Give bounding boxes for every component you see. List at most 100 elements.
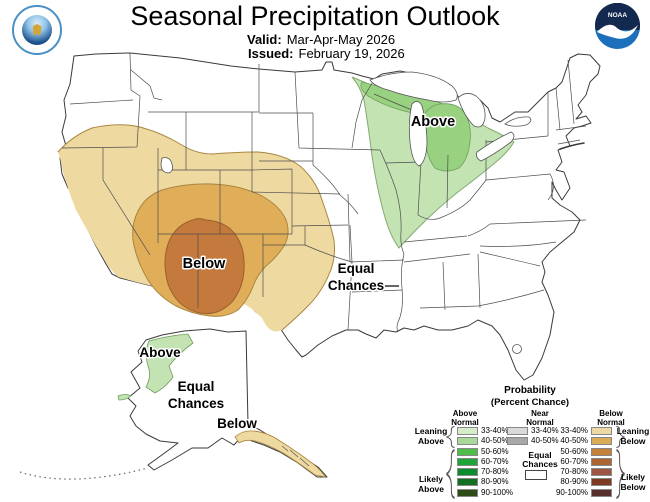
legend-row: 50-60%	[457, 446, 513, 456]
leaning-below-brace	[616, 426, 625, 448]
below-60-70-label: 60-70%	[560, 456, 588, 466]
legend-row: 90-100%	[457, 487, 514, 497]
below-80-90-label: 80-90%	[560, 477, 588, 487]
above-90-100-label: 90-100%	[481, 487, 514, 497]
leaning-above-line2: Above	[418, 435, 444, 446]
department-of-commerce-seal	[12, 5, 62, 55]
below-region-33-40-outline	[57, 124, 335, 331]
below-40-50-swatch	[591, 437, 612, 446]
below-70-80-swatch	[591, 468, 612, 477]
leaning-above-brace	[446, 426, 455, 448]
above-50-60-label: 50-60%	[481, 446, 509, 456]
likely-above-line2: Above	[418, 483, 444, 494]
legend-title-line2: (Percent Chance)	[490, 397, 570, 408]
near-header-line2: Normal	[526, 417, 554, 427]
likely-below-brace	[616, 449, 625, 499]
likely-below-label: Likely Below	[610, 472, 650, 492]
legend-row: 50-60%	[554, 446, 612, 456]
below-50-60-swatch	[591, 447, 612, 456]
legend-row: 40-50%	[457, 436, 513, 446]
great-lakes	[160, 71, 532, 354]
legend-col-below-header: Below Normal	[586, 409, 636, 427]
alaska-above-region	[145, 333, 194, 394]
legend-row: 33-40%	[507, 427, 559, 435]
legend-title-line1: Probability	[504, 385, 556, 396]
above-header-line1: Above	[452, 409, 478, 418]
svg-text:NOAA: NOAA	[608, 12, 627, 19]
legend-row: 60-70%	[457, 457, 513, 466]
alaska-st-lawrence-island	[117, 394, 132, 401]
below-33-40-swatch	[591, 427, 612, 435]
legend-above-column: 33-40% 40-50% 50-60% 60-70% 70-80% 80-90…	[457, 427, 513, 497]
below-header-line1: Below	[599, 409, 623, 418]
likely-below-line2: Below	[620, 481, 646, 492]
page-title: Seasonal Precipitation Outlook	[130, 1, 500, 31]
equal-chances-line1: Equal	[528, 450, 552, 460]
below-region-40-50-outline	[132, 183, 289, 317]
alaska-below-label: Below	[217, 416, 257, 431]
leaning-below-line1: Leaning	[616, 426, 650, 436]
near-40-50-swatch	[507, 437, 528, 446]
above-60-70-swatch	[457, 457, 478, 466]
equal-chances-line2: Chances	[522, 459, 558, 469]
above-header-line2: Normal	[451, 417, 479, 427]
below-50-60-label: 50-60%	[560, 446, 588, 456]
legend-near-column: 33-40% 40-50%	[507, 427, 559, 446]
below-90-100-label: 90-100%	[555, 487, 588, 497]
below-80-90-swatch	[591, 478, 612, 487]
valid-label: Valid:	[247, 32, 282, 47]
below-33-40-label: 33-40%	[560, 426, 588, 435]
likely-below-line1: Likely	[620, 472, 646, 482]
long-island	[559, 142, 585, 150]
above-80-90-swatch	[457, 478, 478, 487]
above-70-80-label: 70-80%	[481, 467, 509, 477]
doc-seal-inner-disc	[22, 15, 52, 45]
below-60-70-swatch	[591, 457, 612, 466]
legend-row: 70-80%	[554, 467, 612, 477]
near-40-50-label: 40-50%	[531, 436, 559, 446]
legend-row: 40-50%	[554, 437, 612, 446]
likely-above-label: Likely Above	[408, 474, 454, 494]
alaska-above-label: Above	[139, 345, 181, 360]
conus-equal-label-line2: Chances	[328, 278, 384, 293]
leaning-below-label: Leaning Below	[610, 426, 650, 446]
legend-row: 70-80%	[457, 467, 513, 477]
alaska-aleutians	[19, 467, 149, 480]
issued-value: February 19, 2026	[298, 46, 405, 61]
noaa-seagull-icon	[597, 24, 638, 39]
above-40-50-swatch	[457, 437, 478, 446]
legend-equal-chances-label: Equal Chances	[515, 451, 565, 469]
legend-below-column: 33-40% 40-50% 50-60% 60-70% 70-80% 80-90…	[554, 427, 612, 497]
legend-row: 80-90%	[457, 478, 513, 487]
lake-ontario	[504, 116, 532, 127]
lake-erie	[476, 131, 515, 162]
above-33-40-swatch	[457, 427, 478, 435]
near-33-40-swatch	[507, 427, 528, 435]
likely-above-brace	[446, 449, 455, 499]
below-header-line2: Normal	[597, 417, 625, 427]
above-90-100-swatch	[457, 488, 478, 497]
legend-row: 80-90%	[554, 477, 612, 487]
legend-row: 90-100%	[554, 487, 612, 497]
leaning-below-line2: Below	[620, 435, 646, 446]
issued-label: Issued:	[248, 46, 294, 61]
above-40-50-label: 40-50%	[481, 436, 509, 446]
lake-huron	[457, 93, 486, 128]
probability-legend: Probability (Percent Chance) Above Norma…	[408, 383, 650, 502]
near-33-40-label: 33-40%	[531, 426, 559, 435]
legend-col-near-header: Near Normal	[515, 409, 565, 427]
valid-line: Valid: Mar-Apr-May 2026	[247, 32, 395, 47]
alaska-landmass	[127, 328, 328, 478]
lake-superior	[369, 71, 458, 103]
below-90-100-swatch	[591, 488, 612, 497]
legend-row: 33-40%	[457, 427, 513, 435]
below-70-80-label: 70-80%	[560, 467, 588, 477]
state-boundaries	[61, 52, 587, 333]
likely-above-line1: Likely	[418, 474, 444, 484]
leaning-above-line1: Leaning	[414, 426, 448, 436]
legend-row: 33-40%	[554, 427, 612, 435]
noaa-logo: NOAA	[595, 3, 640, 49]
above-70-80-swatch	[457, 468, 478, 477]
